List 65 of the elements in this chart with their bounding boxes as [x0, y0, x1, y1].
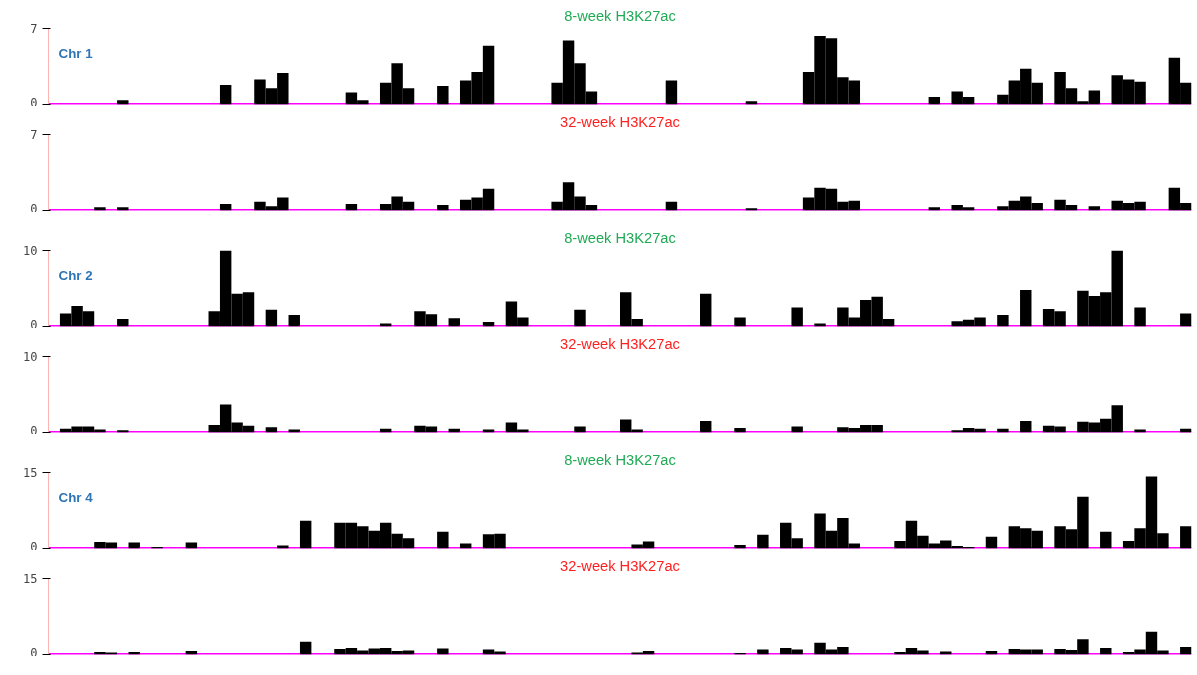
annotation: Chr 2: [58, 267, 93, 283]
chart-title: 32-week H3K27ac: [560, 335, 680, 352]
bar: [299, 641, 312, 655]
bar: [1100, 531, 1112, 549]
bar: [1180, 526, 1192, 549]
y-tick-label: 10: [23, 244, 38, 258]
y-tick-label: 0: [30, 423, 38, 438]
y-tick-label: 7: [30, 22, 38, 36]
chart-title: 32-week H3K27ac: [560, 557, 680, 574]
bar: [288, 315, 300, 327]
bar: [219, 84, 232, 105]
y-tick-label: 7: [30, 128, 38, 142]
bar: [299, 520, 312, 549]
bar: [1020, 421, 1032, 433]
bar: [814, 323, 826, 327]
y-tick-label: 0: [30, 645, 38, 660]
bar: [757, 534, 769, 549]
bar: [734, 317, 746, 327]
bar: [665, 80, 678, 105]
bar: [288, 429, 300, 433]
annotation: Chr 1: [58, 45, 94, 61]
chart-title: 32-week H3K27ac: [560, 113, 680, 130]
bar: [940, 651, 952, 655]
y-tick-label: 15: [23, 466, 38, 480]
bar: [117, 430, 129, 433]
bar: [574, 426, 586, 433]
bar: [94, 207, 106, 211]
chart-title: 8-week H3K27ac: [564, 451, 676, 468]
bar: [985, 536, 998, 549]
y-tick-label: 10: [23, 350, 38, 364]
bar: [997, 315, 1009, 327]
annotation: Chr 4: [58, 489, 94, 505]
bar: [437, 86, 449, 105]
bar: [117, 100, 129, 105]
bar: [117, 207, 129, 211]
y-tick-label: 0: [30, 539, 38, 554]
y-tick-label: 15: [23, 572, 38, 586]
bar: [117, 318, 129, 327]
bar: [437, 648, 449, 655]
y-tick-label: 0: [30, 317, 38, 332]
bar: [437, 205, 449, 211]
bar: [574, 309, 586, 327]
chart-title: 8-week H3K27ac: [564, 7, 676, 24]
bar: [128, 542, 140, 549]
bar: [700, 421, 712, 433]
bar: [448, 318, 460, 327]
chart-title: 8-week H3K27ac: [564, 229, 676, 246]
bar: [1020, 290, 1032, 327]
bar: [791, 426, 803, 433]
bar: [185, 542, 198, 549]
bar: [1134, 307, 1146, 327]
bar: [265, 427, 278, 433]
bar: [265, 309, 278, 327]
bar: [734, 427, 746, 433]
bar: [791, 307, 803, 327]
bar: [482, 429, 495, 433]
bar: [437, 531, 449, 549]
bar: [757, 649, 769, 655]
bar: [459, 543, 472, 549]
bar: [700, 293, 712, 327]
bar: [277, 545, 289, 549]
bar: [1134, 429, 1146, 433]
y-tick-label: 0: [30, 95, 38, 110]
y-tick-label: 0: [30, 201, 38, 216]
bar: [379, 323, 392, 327]
